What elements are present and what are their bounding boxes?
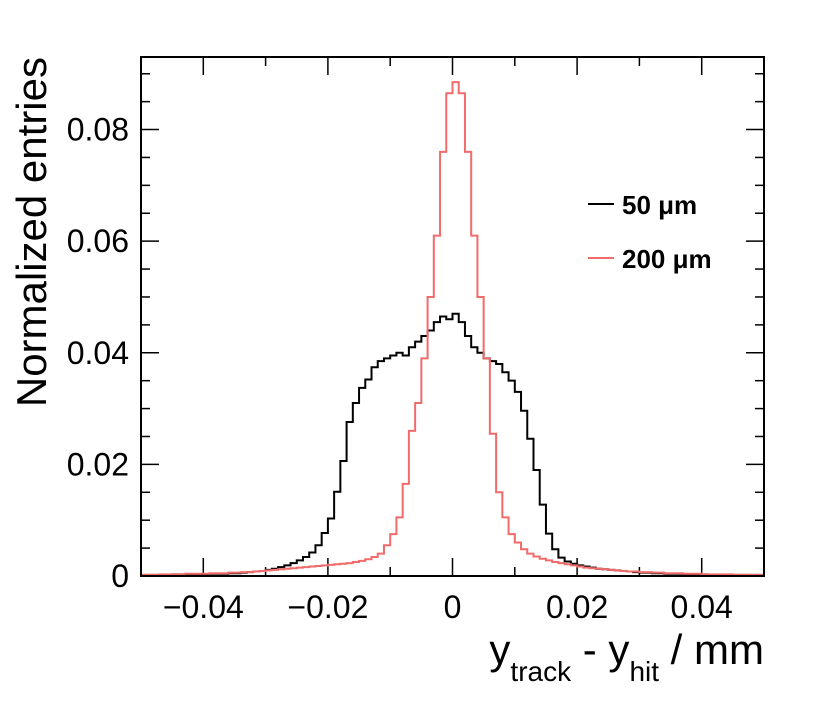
legend-label-200um: 200 μm xyxy=(622,244,712,274)
x-tick-labels: −0.04 −0.02 0 0.02 0.04 xyxy=(163,589,733,625)
x-axis-title-tail: / mm xyxy=(659,626,764,673)
y-tick-labels: 0 0.02 0.04 0.06 0.08 xyxy=(67,112,129,594)
x-axis-title-mid: - y xyxy=(571,626,629,673)
legend: 50 μm 200 μm xyxy=(588,190,712,274)
x-tick-label: −0.02 xyxy=(287,589,368,625)
x-tick-label: 0.04 xyxy=(671,589,733,625)
plot-frame xyxy=(140,56,765,577)
x-axis-title-sub1: track xyxy=(510,656,572,687)
y-tick-label: 0.08 xyxy=(67,112,129,148)
x-axis-title-main: y xyxy=(489,626,510,673)
series-line-200um xyxy=(141,81,764,576)
y-tick-label: 0.06 xyxy=(67,223,129,259)
x-tick-label: 0 xyxy=(444,589,462,625)
legend-label-50um: 50 μm xyxy=(622,190,697,220)
x-tick-label: 0.02 xyxy=(546,589,608,625)
x-axis-title-sub2: hit xyxy=(629,656,659,687)
series-group xyxy=(141,81,764,576)
y-axis-title: Normalized entries xyxy=(8,57,55,407)
x-axis-title: ytrack - yhit / mm xyxy=(489,626,764,687)
y-tick-label: 0 xyxy=(111,558,129,594)
x-tick-label: −0.04 xyxy=(163,589,244,625)
y-tick-label: 0.04 xyxy=(67,335,129,371)
y-tick-label: 0.02 xyxy=(67,446,129,482)
